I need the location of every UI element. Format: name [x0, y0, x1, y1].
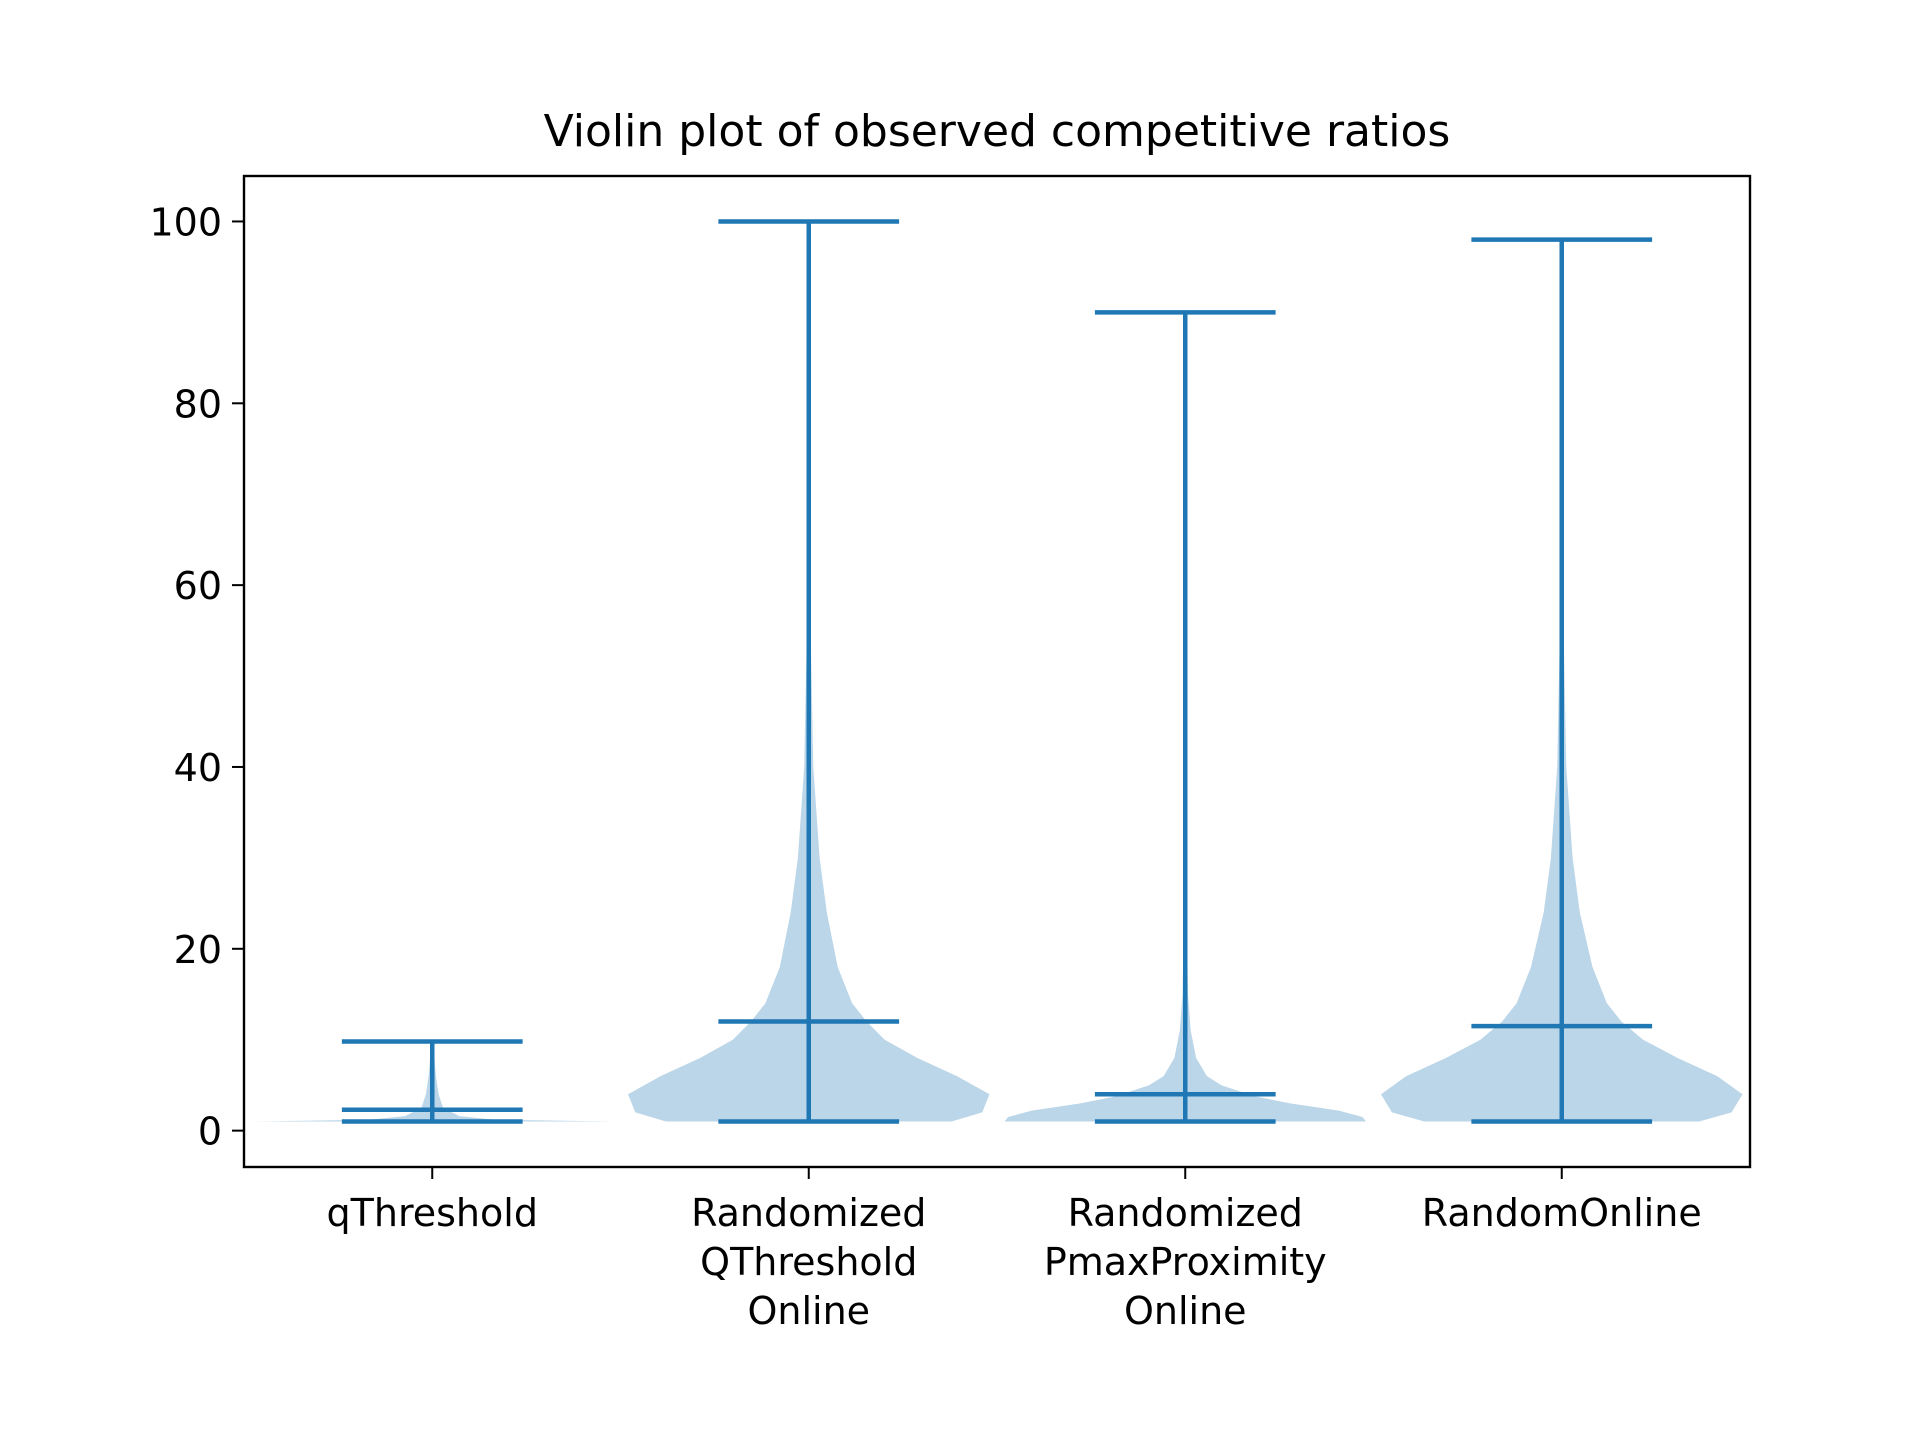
y-tick-label: 40 — [174, 746, 222, 790]
y-tick-label: 80 — [174, 382, 222, 426]
y-tick-label: 60 — [174, 564, 222, 608]
axes-frame — [242, 174, 1752, 1169]
x-tick-label: Randomized PmaxProximity Online — [1044, 1191, 1327, 1333]
y-tick-label: 0 — [198, 1110, 222, 1154]
x-tick-label: qThreshold — [327, 1191, 538, 1235]
violin-group — [1381, 237, 1743, 1124]
chart-title: Violin plot of observed competitive rati… — [544, 106, 1451, 157]
x-tick-label: Randomized QThreshold Online — [691, 1191, 926, 1333]
violin-group — [251, 1039, 613, 1124]
violin-group — [1004, 310, 1366, 1124]
plot-area — [251, 219, 1743, 1124]
y-tick-label: 20 — [174, 928, 222, 972]
axes: qThreshold Randomized QThreshold Online Rand… — [149, 200, 1701, 1333]
x-tick-label: RandomOnline — [1422, 1191, 1702, 1235]
y-tick-label: 100 — [149, 200, 222, 244]
violin-group — [628, 219, 990, 1124]
